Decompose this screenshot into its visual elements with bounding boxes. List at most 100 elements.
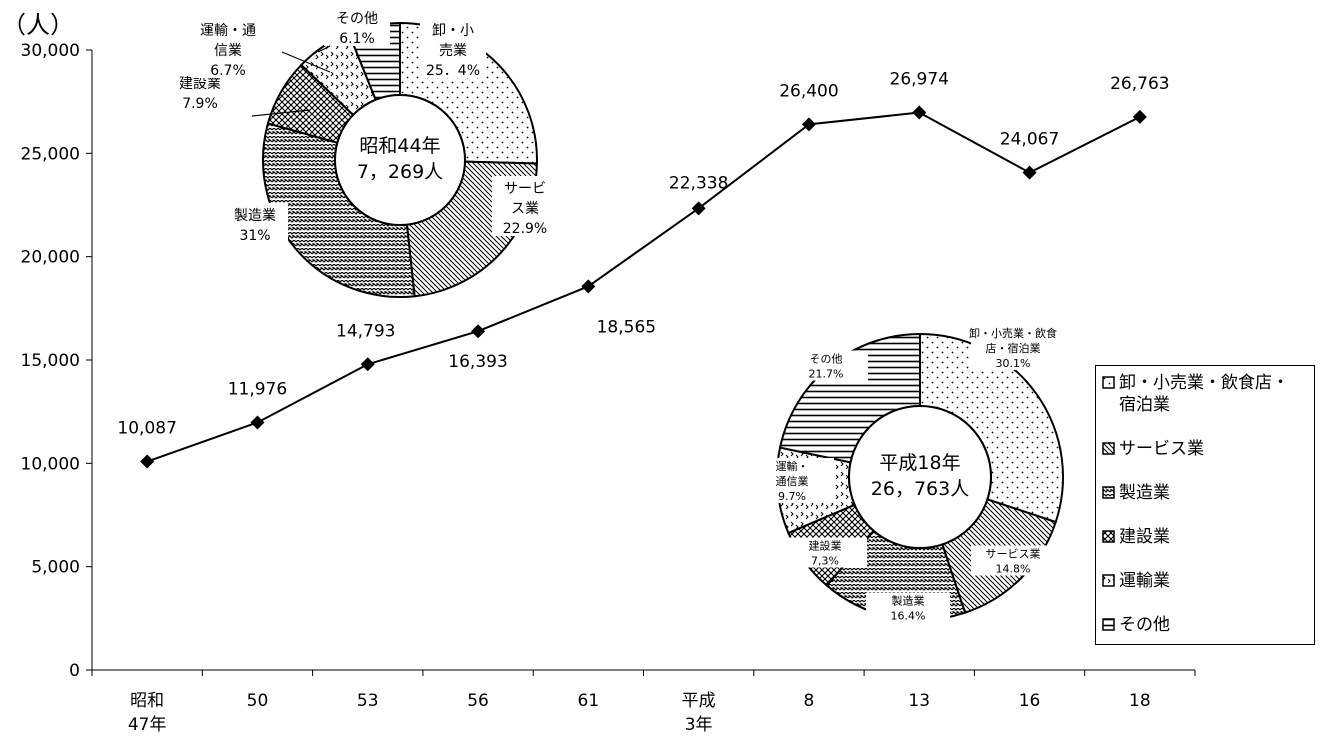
legend-item: 運輸業 (1102, 570, 1310, 592)
data-point (581, 279, 596, 294)
pie-slice-label: 運輸・通 (200, 23, 256, 39)
pie-chart-2: 平成18年 26，763人 卸・小売業・飲食店・宿泊業 30.1% サービス業 14.8%… (750, 325, 1064, 623)
y-tick-label: 20,000 (21, 248, 80, 268)
pie-slice-label: 建設業 (179, 76, 221, 92)
x-tick-label-line2: 47年 (128, 715, 167, 735)
pie-label-bg (783, 537, 867, 568)
pie-charts: 昭和44年 7，269人 卸・小売業 25．4% サービス業 22.9% 製造業 31% 建設業… (167, 6, 1064, 623)
y-tick-label: 25,000 (21, 144, 80, 164)
pie-slice-label: 14.8% (996, 563, 1031, 576)
legend-label: 卸・小売業・飲食店・ 宿泊業 (1119, 373, 1289, 415)
legend-item: 卸・小売業・飲食店・ 宿泊業 (1102, 372, 1310, 416)
pie-label-bg (750, 458, 834, 503)
legend-item: サービス業 (1102, 438, 1310, 460)
pie-label-bg (971, 325, 1055, 370)
pie-slice-label: サービ (504, 181, 546, 197)
legend-swatch (1102, 486, 1115, 499)
y-tick-label: 15,000 (21, 351, 80, 371)
data-label: 22,338 (669, 173, 728, 193)
pie-slice-label: その他 (336, 11, 378, 27)
pie-center-label: 7，269人 (357, 161, 443, 183)
data-label: 26,763 (1110, 74, 1169, 94)
pie-center (848, 405, 992, 549)
pie-label-bg (222, 203, 288, 243)
y-tick-label: 0 (69, 661, 80, 681)
x-tick-label: 13 (908, 691, 930, 711)
pie-slice-label: 店・宿泊業 (986, 341, 1041, 355)
data-point (250, 415, 265, 430)
legend-label: 運輸業 (1119, 571, 1170, 591)
data-label: 24,067 (1000, 130, 1059, 150)
pie-label-bg (195, 18, 261, 78)
data-point (140, 454, 155, 469)
pie-slice-label: 6.7% (210, 63, 246, 79)
x-tick-label: 昭和 (130, 691, 164, 711)
pie-center-label: 昭和44年 (359, 135, 440, 157)
data-label: 16,393 (448, 352, 507, 372)
data-label: 26,974 (890, 70, 949, 90)
pie-slice-label: 信業 (214, 43, 242, 59)
pie-label-bg (492, 176, 558, 236)
x-tick-label: 61 (578, 691, 600, 711)
pie-slice-label: 7,3% (811, 555, 839, 568)
pie-slice-label: 製造業 (234, 208, 276, 224)
x-tick-label: 18 (1129, 691, 1151, 711)
x-tick-label: 50 (247, 691, 269, 711)
pie-center-label: 26，763人 (871, 478, 969, 500)
pie-label-bg (324, 6, 390, 46)
pie-slice-label: 卸・小 (432, 23, 474, 39)
pie-slice-label: 卸・小売業・飲食 (969, 326, 1057, 340)
pie-slice-label: サービス業 (986, 548, 1041, 561)
data-point (691, 201, 706, 216)
legend-label: 建設業 (1119, 527, 1170, 547)
y-unit-label: （人） (2, 11, 74, 39)
legend-swatch (1102, 574, 1115, 587)
axes: 0 5,000 10,000 15,000 20,000 25,000 30,000 昭和 47… (21, 41, 1196, 735)
pie-slice-label: 建設業 (809, 539, 842, 553)
pie-slice-label: その他 (810, 353, 843, 366)
legend-label: 製造業 (1119, 483, 1170, 503)
pie-leader-line (281, 51, 331, 73)
pie-slice-label: 7.9% (182, 96, 218, 112)
data-point (912, 105, 927, 120)
pie-center (334, 94, 466, 226)
x-tick-label: 8 (804, 691, 815, 711)
x-tick-label: 平成 (682, 691, 716, 711)
x-tick-label: 16 (1019, 691, 1041, 711)
y-tick-label: 30,000 (21, 41, 80, 61)
pie-center-label: 平成18年 (879, 452, 960, 474)
data-label: 18,565 (597, 317, 656, 337)
x-tick-label-line2: 3年 (685, 715, 713, 735)
pie-slice-label: ス業 (511, 201, 539, 217)
legend-swatch (1102, 376, 1115, 389)
x-tick-label: 56 (467, 691, 489, 711)
pie-slice-label: 31% (239, 228, 270, 244)
pie-slice-label: 22.9% (503, 221, 547, 237)
x-tick-label: 53 (357, 691, 379, 711)
series-line (146, 111, 1141, 463)
pie-label-bg (784, 350, 868, 381)
data-label: 26,400 (779, 81, 838, 101)
data-point (471, 324, 486, 339)
pie-label-bg (420, 18, 486, 78)
legend-label: サービス業 (1119, 439, 1204, 459)
data-label: 10,087 (117, 419, 176, 439)
pie-label-bg (971, 545, 1055, 576)
pie-slice-label: 運輸・ (776, 459, 809, 473)
pie-slice-label: 製造業 (892, 594, 925, 608)
legend-item: その他 (1102, 614, 1310, 636)
pie-chart-1: 昭和44年 7，269人 卸・小売業 25．4% サービス業 22.9% 製造業 31% 建設業… (167, 6, 558, 298)
data-point (801, 117, 816, 132)
data-point (1022, 165, 1037, 180)
pie-slice-label: 16.4% (891, 610, 926, 623)
pie-slice-label: 9.7% (778, 490, 806, 503)
y-tick-label: 5,000 (31, 558, 80, 578)
legend-swatch (1102, 442, 1115, 455)
legend: 卸・小売業・飲食店・ 宿泊業サービス業製造業建設業運輸業その他 (1095, 365, 1315, 645)
legend-item: 製造業 (1102, 482, 1310, 504)
pie-label-bg (866, 592, 950, 623)
data-point (1132, 109, 1147, 124)
data-point (360, 357, 375, 372)
pie-slice-label: 30.1% (996, 357, 1031, 370)
